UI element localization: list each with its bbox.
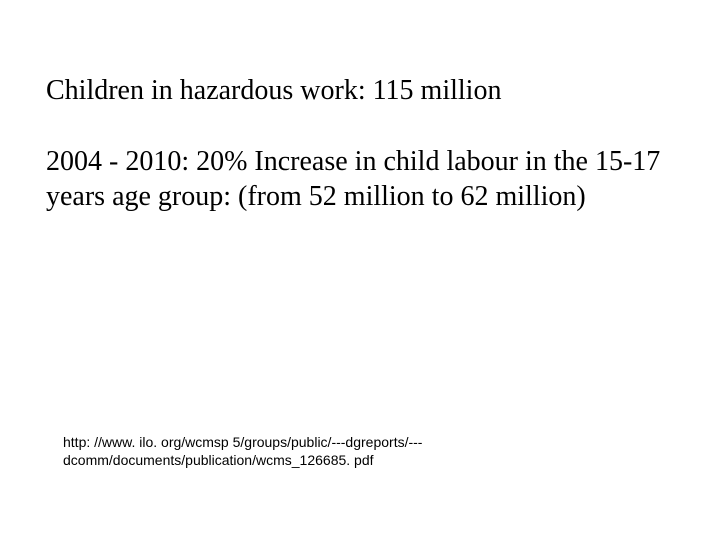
source-citation: http: //www. ilo. org/wcmsp 5/groups/pub… [63,434,543,469]
slide: Children in hazardous work: 115 million … [0,0,720,540]
headline-hazardous-work: Children in hazardous work: 115 million [46,74,501,108]
stat-increase-para: 2004 - 2010: 20% Increase in child labou… [46,144,666,214]
